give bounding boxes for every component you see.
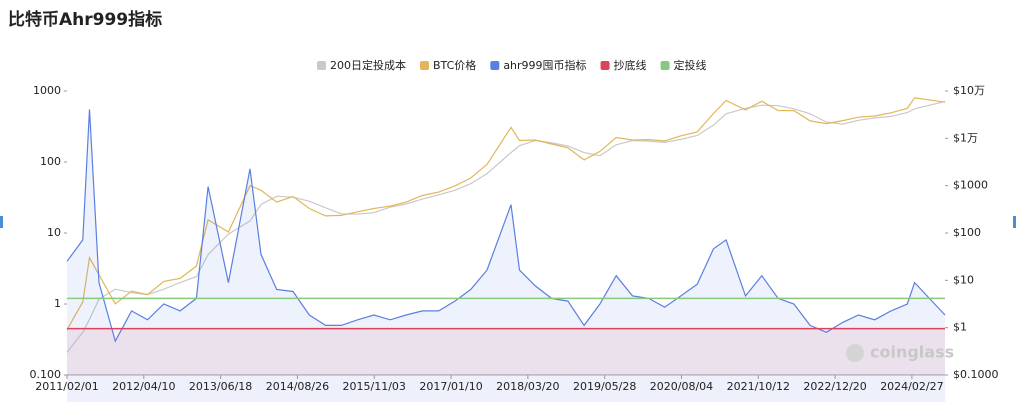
legend-swatch: [490, 61, 500, 70]
x-tick-label: 2022/12/20: [803, 380, 866, 393]
y2-tick-label: $1万: [953, 131, 978, 144]
x-tick-label: 2013/06/18: [189, 380, 252, 393]
y-tick-label: 1000: [33, 84, 61, 97]
y2-tick-label: $10万: [953, 84, 985, 97]
edge-handle: [1013, 216, 1016, 228]
y-tick-label: 100: [40, 155, 61, 168]
legend-swatch: [660, 61, 670, 70]
legend-swatch: [600, 61, 610, 70]
y-tick-label: 1: [54, 297, 61, 310]
legend-label: 200日定投成本: [330, 58, 406, 72]
legend-label: 定投线: [674, 58, 707, 72]
series-line: [66, 109, 946, 343]
chart-title: 比特币Ahr999指标: [8, 9, 162, 30]
x-tick-label: 2019/05/28: [573, 380, 636, 393]
watermark-icon: [846, 344, 864, 362]
area-fill: [67, 109, 945, 376]
series-line: [66, 100, 946, 353]
x-tick-label: 2014/08/26: [266, 380, 329, 393]
x-tick-label: 2020/08/04: [650, 380, 713, 393]
x-tick-label: 2011/02/01: [35, 380, 98, 393]
legend-label: 抄底线: [614, 58, 647, 72]
y2-tick-label: $1: [953, 321, 967, 334]
y2-tick-label: $100: [953, 226, 981, 239]
x-tick-label: 2018/03/20: [496, 380, 559, 393]
x-tick-label: 2024/02/27: [880, 380, 943, 393]
legend-swatch: [420, 61, 429, 70]
x-axis-band: [67, 376, 945, 402]
y-tick-label: 10: [47, 226, 61, 239]
series-line: [66, 97, 946, 331]
y2-tick-label: $0.1000: [953, 368, 999, 381]
bottom-zone-fill: [67, 328, 945, 375]
legend-swatch: [317, 61, 326, 70]
edge-handle: [0, 216, 3, 228]
legend-label: BTC价格: [433, 58, 476, 72]
y2-tick-label: $1000: [953, 179, 988, 192]
legend-label: ahr999囤币指标: [503, 58, 586, 72]
x-tick-label: 2021/10/12: [727, 380, 790, 393]
x-tick-label: 2012/04/10: [112, 380, 175, 393]
watermark: coinglass: [870, 343, 954, 362]
x-tick-label: 2015/11/03: [343, 380, 406, 393]
x-tick-label: 2017/01/10: [419, 380, 482, 393]
y2-tick-label: $10: [953, 273, 974, 286]
y-tick-label: 0.100: [30, 368, 62, 381]
